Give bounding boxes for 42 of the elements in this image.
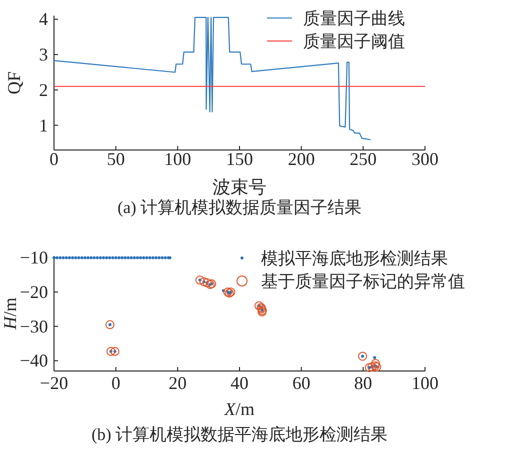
y-tick-label: −20 [20,282,48,302]
point [367,362,376,372]
x-tick-label: 60 [292,373,310,393]
x-axis-title: 波束号 [212,177,266,197]
x-tick-label: 150 [226,149,253,169]
x-tick-label: 200 [288,149,315,169]
x-tick-label: 20 [168,373,187,393]
y-axis-title: H/m [0,297,20,331]
text: (b) 计算机模拟数据平海底地形检测结果 [91,425,388,444]
x-tick-label: 0 [50,149,58,169]
legend-label: 质量因子阈值 [303,32,405,51]
x-tick-label: 80 [354,373,372,393]
y-tick-label: 4 [39,9,48,30]
y-tick-label: −10 [20,248,48,268]
point [106,346,116,356]
y-tick-label: −40 [20,350,48,371]
point [358,352,368,361]
legend-label: 基于质量因子标记的异常值 [261,272,465,291]
x-tick-label: 100 [412,373,438,393]
legend-label: 质量因子曲线 [303,9,405,28]
point [110,346,120,356]
y-tick-label: 3 [39,44,48,65]
point [371,358,380,368]
point [202,278,212,288]
y-tick-label: 1 [39,115,48,136]
y-tick-label: −30 [20,316,48,336]
point [105,320,114,330]
x-tick-label: 40 [230,373,248,393]
legend-label: 模拟平海底地形检测结果 [261,249,448,268]
point [254,301,264,310]
x-tick-label: 100 [164,149,192,169]
x-tick-label: 250 [350,149,377,169]
point [364,363,374,372]
text: (a) 计算机模拟数据质量因子结果 [117,198,362,217]
x-tick-label: 50 [106,149,125,169]
point [199,277,208,286]
x-tick-label: 300 [412,149,438,169]
x-tick-label: 0 [111,373,120,393]
point [195,276,204,285]
y-axis-title: QF [4,71,24,94]
y-tick-label: 2 [39,80,48,100]
x-axis-title: X/m [223,399,255,419]
